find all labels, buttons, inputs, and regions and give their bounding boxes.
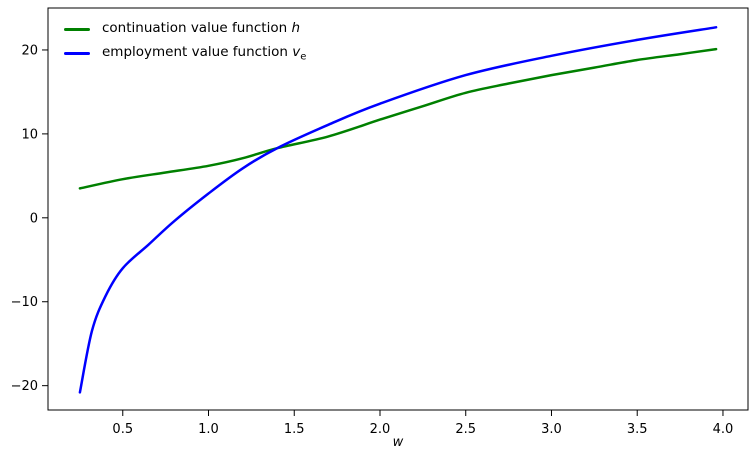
legend-math: h — [291, 20, 300, 37]
axes-frame — [47, 7, 749, 411]
x-tick-label: 1.5 — [284, 422, 305, 437]
continuation-value-h-curve — [78, 47, 718, 190]
y-tick-label: −20 — [11, 379, 38, 394]
legend-line-continuation-value — [64, 28, 90, 31]
x-tick-label: 0.5 — [112, 422, 133, 437]
legend-math-sub: e — [300, 51, 307, 63]
y-tick-label: −10 — [11, 295, 38, 310]
legend-line-employment-value — [64, 52, 90, 55]
legend-item-employment-value: employment value function ve — [64, 44, 306, 63]
legend-text: employment value function — [102, 44, 288, 61]
legend-label-employment-value: employment value function ve — [102, 44, 306, 63]
employment-value-ve-curve — [78, 26, 718, 394]
x-tick-label: 2.5 — [455, 422, 476, 437]
x-tick-label: 3.0 — [541, 422, 562, 437]
x-tick-label: 3.5 — [627, 422, 648, 437]
x-tick-label: 2.0 — [370, 422, 391, 437]
y-tick-label: 20 — [21, 43, 38, 58]
y-tick-label: 0 — [30, 211, 38, 226]
legend-math: v — [292, 44, 301, 61]
legend: continuation value function h employment… — [64, 20, 306, 63]
legend-text: continuation value function — [102, 20, 288, 37]
legend-label-continuation-value: continuation value function h — [102, 20, 300, 39]
x-axis-label: w — [393, 435, 404, 450]
legend-item-continuation-value: continuation value function h — [64, 20, 306, 39]
x-tick-label: 1.0 — [198, 422, 219, 437]
y-tick-label: 10 — [21, 127, 38, 142]
x-tick-label: 4.0 — [713, 422, 734, 437]
